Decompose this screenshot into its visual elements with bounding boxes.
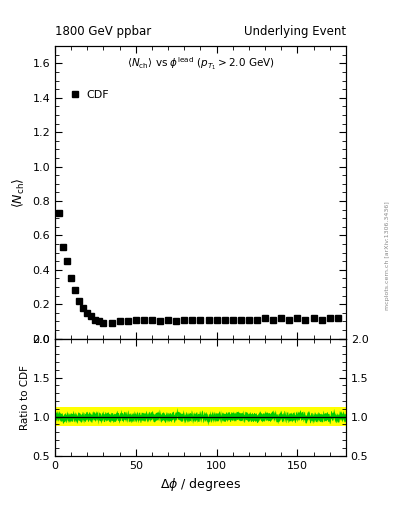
CDF bbox=[85, 310, 90, 316]
Text: mcplots.cern.ch [arXiv:1306.3436]: mcplots.cern.ch [arXiv:1306.3436] bbox=[385, 202, 389, 310]
CDF bbox=[246, 316, 251, 323]
CDF bbox=[271, 316, 275, 323]
Text: 1800 GeV ppbar: 1800 GeV ppbar bbox=[55, 26, 151, 38]
CDF bbox=[182, 316, 187, 323]
CDF bbox=[65, 258, 70, 264]
CDF bbox=[230, 316, 235, 323]
CDF bbox=[319, 316, 324, 323]
CDF bbox=[97, 318, 102, 325]
CDF bbox=[150, 316, 154, 323]
CDF bbox=[335, 315, 340, 321]
CDF bbox=[93, 316, 98, 323]
CDF bbox=[239, 316, 243, 323]
CDF bbox=[158, 318, 162, 325]
CDF bbox=[198, 316, 203, 323]
CDF bbox=[101, 320, 106, 326]
CDF bbox=[109, 320, 114, 326]
CDF bbox=[117, 318, 122, 325]
CDF bbox=[263, 315, 267, 321]
Y-axis label: Ratio to CDF: Ratio to CDF bbox=[20, 365, 29, 430]
CDF bbox=[295, 315, 300, 321]
CDF bbox=[327, 315, 332, 321]
Y-axis label: $\langle N_{\rm ch} \rangle$: $\langle N_{\rm ch} \rangle$ bbox=[11, 177, 27, 208]
CDF bbox=[69, 275, 73, 282]
Text: Underlying Event: Underlying Event bbox=[244, 26, 346, 38]
CDF bbox=[81, 305, 86, 311]
CDF bbox=[141, 316, 146, 323]
Text: $\langle N_{\rm ch}\rangle$ vs $\phi^{\rm lead}$ $(p_{T_1} > 2.0\ \mathrm{GeV})$: $\langle N_{\rm ch}\rangle$ vs $\phi^{\r… bbox=[127, 55, 274, 72]
CDF bbox=[77, 297, 82, 304]
CDF bbox=[73, 287, 77, 293]
CDF bbox=[61, 244, 66, 250]
CDF bbox=[190, 316, 195, 323]
CDF bbox=[134, 316, 138, 323]
CDF bbox=[125, 318, 130, 325]
CDF bbox=[255, 316, 259, 323]
X-axis label: $\Delta\phi$ / degrees: $\Delta\phi$ / degrees bbox=[160, 476, 241, 493]
Legend: CDF: CDF bbox=[66, 87, 112, 103]
CDF bbox=[222, 316, 227, 323]
CDF bbox=[57, 210, 61, 216]
CDF bbox=[279, 315, 284, 321]
CDF bbox=[174, 318, 178, 325]
CDF bbox=[206, 316, 211, 323]
CDF bbox=[214, 316, 219, 323]
CDF bbox=[311, 315, 316, 321]
Line: CDF: CDF bbox=[56, 210, 341, 326]
CDF bbox=[287, 316, 292, 323]
CDF bbox=[166, 316, 171, 323]
CDF bbox=[303, 316, 308, 323]
CDF bbox=[89, 313, 94, 319]
